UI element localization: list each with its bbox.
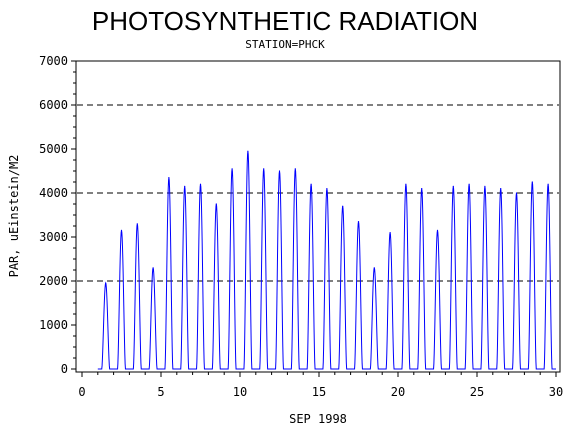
- y-axis-label: PAR, uEinstein/M2: [7, 155, 21, 278]
- par-line: [97, 151, 556, 370]
- daily-peak-point: [152, 267, 154, 269]
- daily-peak-point: [231, 168, 233, 170]
- x-tick-label: 25: [470, 385, 484, 399]
- daily-peak-point: [500, 188, 502, 190]
- daily-peak-point: [263, 168, 265, 170]
- par-series: [97, 150, 556, 370]
- daily-peak-point: [547, 183, 549, 185]
- y-tick-label: 0: [61, 362, 68, 376]
- daily-peak-point: [247, 150, 249, 152]
- chart-title: PHOTOSYNTHETIC RADIATION: [92, 6, 478, 36]
- y-tick-label: 3000: [39, 230, 68, 244]
- x-axis: 0 5 10 15 20 25 30: [78, 372, 563, 399]
- daily-peak-point: [342, 205, 344, 207]
- x-tick-label: 15: [312, 385, 326, 399]
- daily-peak-point: [120, 229, 123, 231]
- y-axis: 0 1000 2000 3000 4000 5000 6000 7000: [39, 54, 76, 376]
- x-axis-label: SEP 1998: [289, 412, 347, 426]
- daily-peak-point: [105, 282, 107, 284]
- y-tick-label: 7000: [39, 54, 68, 68]
- daily-peak-point: [373, 267, 375, 269]
- chart-subtitle: STATION=PHCK: [245, 38, 325, 51]
- daily-peak-point: [468, 183, 470, 185]
- x-tick-label: 30: [549, 385, 563, 399]
- y-tick-label: 1000: [39, 318, 68, 332]
- x-tick-label: 20: [391, 385, 405, 399]
- daily-peak-point: [199, 183, 202, 185]
- daily-peak-point: [278, 170, 281, 172]
- daily-peak-point: [310, 183, 312, 185]
- daily-peak-point: [184, 185, 186, 187]
- daily-peak-point: [357, 221, 360, 223]
- x-tick-label: 0: [78, 385, 85, 399]
- daily-peak-point: [436, 229, 439, 231]
- daily-peak-point: [389, 232, 391, 234]
- daily-peak-point: [326, 188, 328, 190]
- daily-peak-point: [515, 192, 518, 194]
- y-tick-label: 6000: [39, 98, 68, 112]
- y-tick-label: 5000: [39, 142, 68, 156]
- daily-peak-point: [168, 177, 170, 179]
- x-tick-label: 5: [157, 385, 164, 399]
- x-tick-label: 10: [233, 385, 247, 399]
- daily-peak-point: [294, 168, 296, 170]
- daily-peak-point: [421, 188, 423, 190]
- daily-peak-point: [405, 183, 407, 185]
- y-tick-label: 2000: [39, 274, 68, 288]
- y-tick-label: 4000: [39, 186, 68, 200]
- reference-lines: [77, 104, 559, 282]
- plot-frame: [75, 60, 561, 373]
- daily-peak-point: [484, 185, 486, 187]
- daily-peak-point: [215, 203, 217, 205]
- daily-peak-point: [452, 185, 454, 187]
- daily-peak-point: [531, 181, 533, 183]
- daily-peak-point: [136, 223, 138, 225]
